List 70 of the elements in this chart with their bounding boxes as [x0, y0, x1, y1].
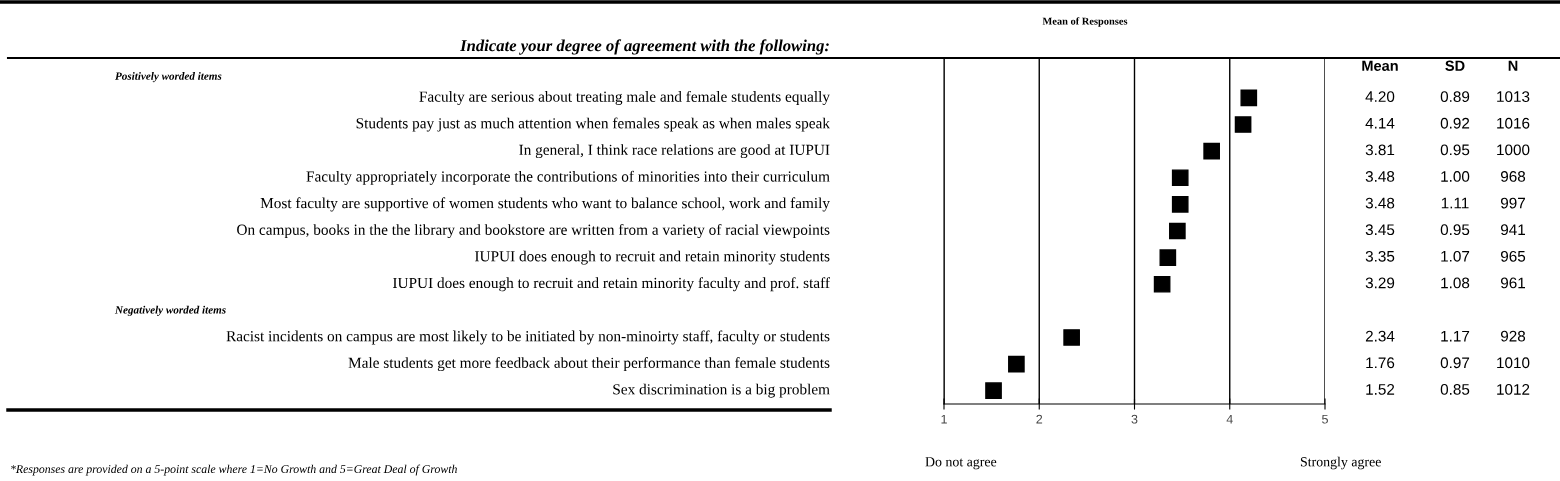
- text: 0.89: [1440, 91, 1470, 103]
- data-label: 3.81: [1365, 144, 1395, 156]
- data-label: 4.14: [1365, 117, 1395, 129]
- point: [1240, 89, 1258, 107]
- text: 1013: [1497, 91, 1530, 103]
- point: [1171, 196, 1189, 213]
- text: N: [1508, 60, 1518, 71]
- x-tick-label: 3: [1131, 414, 1138, 424]
- text: 1.07: [1441, 250, 1470, 262]
- data-label: 3.29: [1365, 277, 1395, 289]
- text: Positively worded items: [114, 72, 222, 83]
- text: 0.95: [1440, 224, 1470, 236]
- point: [1234, 116, 1252, 133]
- text: 997: [1500, 197, 1525, 209]
- x-tick-label: 4: [1226, 414, 1233, 424]
- text: 1016: [1497, 117, 1530, 129]
- text: 928: [1500, 330, 1526, 342]
- text: Indicate your degree of agreement with the following:: [459, 39, 829, 55]
- data-label: 4.20: [1365, 91, 1395, 103]
- point: [1159, 249, 1177, 266]
- x-tick-label: 2: [1036, 414, 1043, 424]
- y-tick-label: Racist incidents on campus are most likely to be initiated by non-minoirty staff, faculty or students: [226, 330, 830, 345]
- data-label: 3.48: [1365, 197, 1395, 209]
- data-label: 1.76: [1366, 357, 1395, 369]
- text: 1010: [1497, 357, 1530, 369]
- chart-subtitle: Mean of Responses: [1042, 17, 1128, 27]
- x-tick-label: 5: [1322, 414, 1328, 424]
- y-tick-label: IUPUI does enough to recruit and retain minority faculty and prof. staff: [392, 277, 830, 292]
- text: 1012: [1497, 383, 1530, 395]
- text: 1.00: [1441, 171, 1470, 182]
- x-tick-label: 1: [941, 414, 947, 424]
- data-label: 3.48: [1365, 171, 1395, 182]
- y-tick-label: Male students get more feedback about their performance than female students: [348, 357, 830, 372]
- text: 968: [1500, 171, 1526, 182]
- text: 941: [1500, 224, 1525, 236]
- text: 1000: [1497, 144, 1530, 156]
- y-tick-label: Faculty are serious about treating male and female students equally: [419, 90, 830, 105]
- data-label: 2.34: [1365, 330, 1395, 342]
- text: 965: [1500, 250, 1526, 262]
- point: [1008, 355, 1025, 373]
- text: Mean: [1362, 60, 1398, 71]
- y-tick-label: Most faculty are supportive of women students who want to balance school, work and family: [260, 197, 830, 212]
- text: SD: [1445, 60, 1465, 71]
- text: *Responses are provided on a 5-point scale where 1=No Growth and 5=Great Deal of Growth: [11, 464, 457, 476]
- point: [1063, 329, 1080, 346]
- data-label: 1.52: [1366, 383, 1395, 395]
- text: 1.17: [1441, 330, 1470, 342]
- point: [1153, 275, 1171, 293]
- point: [1169, 222, 1186, 240]
- text: 0.85: [1440, 383, 1470, 395]
- y-tick-label: Faculty appropriately incorporate the contributions of minorities into their curriculum: [306, 170, 830, 185]
- text: Negatively worded items: [114, 305, 226, 316]
- text: 0.95: [1440, 144, 1470, 156]
- y-tick-label: Sex discrimination is a big problem: [613, 383, 830, 398]
- point: [1171, 169, 1189, 187]
- point: [985, 382, 1002, 400]
- text: 1.08: [1441, 277, 1470, 289]
- text: 1.11: [1441, 197, 1469, 209]
- data-label: 3.45: [1365, 224, 1395, 236]
- y-tick-label: Students pay just as much attention when females speak as when males speak: [356, 117, 830, 132]
- text: 0.97: [1440, 357, 1470, 369]
- text: 961: [1500, 277, 1525, 289]
- data-label: 3.35: [1365, 250, 1395, 262]
- y-tick-label: In general, I think race relations are good at IUPUI: [519, 144, 830, 159]
- y-tick-label: On campus, books in the the library and bookstore are written from a variety of racial viewpoints: [237, 223, 830, 239]
- text: Strongly agree: [1300, 456, 1381, 470]
- text: Do not agree: [925, 457, 997, 470]
- y-tick-label: IUPUI does enough to recruit and retain minority students: [474, 250, 830, 265]
- point: [1203, 142, 1220, 160]
- text: 0.92: [1440, 117, 1470, 129]
